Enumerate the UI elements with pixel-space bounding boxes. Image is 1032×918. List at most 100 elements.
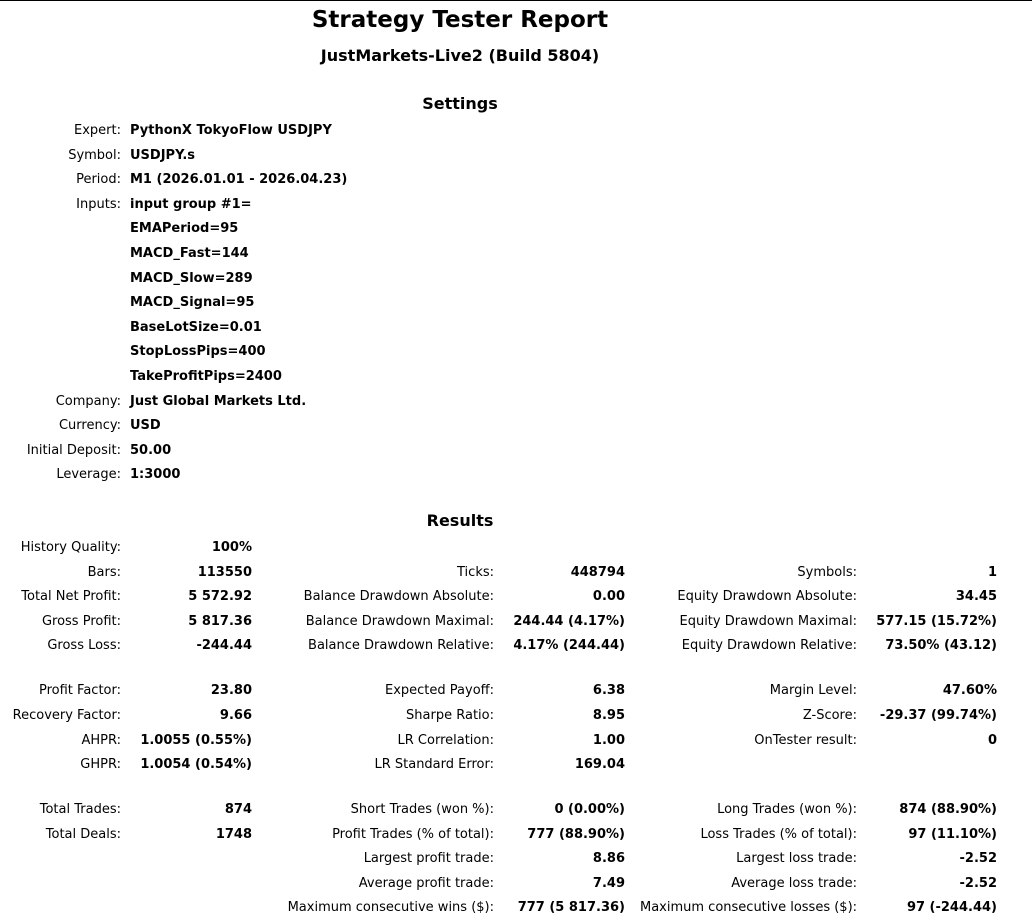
result-value: 97 (11.10%) xyxy=(908,827,997,842)
result-label: Ticks: xyxy=(457,565,494,580)
result-label: OnTester result: xyxy=(754,733,857,748)
result-label: Recovery Factor: xyxy=(12,708,121,723)
result-value: 874 xyxy=(224,802,252,817)
result-label: AHPR: xyxy=(81,733,121,748)
result-value: 0.00 xyxy=(592,589,625,604)
results-row: GHPR: 1.0054 (0.54%) LR Standard Error: 169… xyxy=(0,755,1010,775)
result-label: Profit Factor: xyxy=(39,683,121,698)
result-label: Equity Drawdown Maximal: xyxy=(679,614,857,629)
result-label: Largest loss trade: xyxy=(736,851,857,866)
results-row: Total Trades: 874 Short Trades (won %): 0 (… xyxy=(0,800,1010,820)
result-label: Expected Payoff: xyxy=(385,683,494,698)
results-row: Largest profit trade: 8.86 Largest loss tr… xyxy=(0,849,1010,869)
settings-row: StopLossPips=400 xyxy=(0,342,700,362)
settings-value: 1:3000 xyxy=(130,467,181,483)
result-label: Z-Score: xyxy=(802,708,857,723)
result-value: 7.49 xyxy=(592,876,625,891)
settings-label: Symbol: xyxy=(68,147,121,163)
result-value: 9.66 xyxy=(219,708,252,723)
result-label: Total Net Profit: xyxy=(21,589,121,604)
settings-value: USDJPY.s xyxy=(130,147,196,163)
settings-row: Symbol: USDJPY.s xyxy=(0,146,700,166)
results-row: AHPR: 1.0055 (0.55%) LR Correlation: 1.00 On… xyxy=(0,731,1010,751)
result-label: Equity Drawdown Relative: xyxy=(681,638,857,653)
settings-row: TakeProfitPips=2400 xyxy=(0,367,700,387)
result-value: 73.50% (43.12) xyxy=(885,638,997,653)
settings-heading: Settings xyxy=(422,94,498,113)
settings-row: MACD_Slow=289 xyxy=(0,269,700,289)
result-value: 1.0055 (0.55%) xyxy=(140,733,252,748)
results-row: Total Net Profit: 5 572.92 Balance Drawdow… xyxy=(0,587,1010,607)
result-value: 0 (0.00%) xyxy=(554,802,625,817)
result-value: 244.44 (4.17%) xyxy=(513,614,625,629)
result-label: Largest profit trade: xyxy=(363,851,494,866)
settings-label: Company: xyxy=(55,393,121,409)
result-value: 448794 xyxy=(570,565,625,580)
result-value: 6.38 xyxy=(592,683,625,698)
results-row: Gross Profit: 5 817.36 Balance Drawdown Ma… xyxy=(0,612,1010,632)
result-value: 874 (88.90%) xyxy=(899,802,997,817)
result-value: 0 xyxy=(987,733,997,748)
result-value: 1 xyxy=(987,565,997,580)
settings-row: Period: M1 (2026.01.01 - 2026.04.23) xyxy=(0,170,700,190)
results-row: Bars: 113550 Ticks: 448794 Symbols: 1 xyxy=(0,563,1010,583)
results-row: History Quality: 100% xyxy=(0,538,1010,558)
settings-value: Just Global Markets Ltd. xyxy=(130,393,307,409)
result-value: 8.86 xyxy=(592,851,625,866)
settings-row: Initial Deposit: 50.00 xyxy=(0,441,700,461)
settings-value: TakeProfitPips=2400 xyxy=(130,369,282,384)
settings-value: M1 (2026.01.01 - 2026.04.23) xyxy=(130,172,348,188)
results-heading: Results xyxy=(426,511,494,530)
result-label: Profit Trades (% of total): xyxy=(332,827,494,842)
result-label: Sharpe Ratio: xyxy=(406,708,494,723)
settings-label: Currency: xyxy=(58,418,121,434)
result-value: 169.04 xyxy=(574,757,625,772)
settings-label: Leverage: xyxy=(56,467,121,483)
result-value: 1.0054 (0.54%) xyxy=(140,757,252,772)
result-value: 113550 xyxy=(197,565,252,580)
result-label: Gross Profit: xyxy=(41,614,121,629)
result-value: -2.52 xyxy=(959,876,997,891)
result-value: 47.60% xyxy=(942,683,997,698)
settings-value: USD xyxy=(130,418,161,434)
result-value: 5 572.92 xyxy=(188,589,252,604)
settings-label: Expert: xyxy=(74,123,121,138)
result-label: Maximum consecutive wins ($): xyxy=(287,900,494,915)
settings-label: Period: xyxy=(76,172,121,188)
result-label: Average profit trade: xyxy=(358,876,494,891)
result-value: -244.44 xyxy=(196,638,252,653)
result-value: 1748 xyxy=(215,827,252,842)
settings-value: PythonX TokyoFlow USDJPY xyxy=(130,123,332,138)
result-value: -2.52 xyxy=(959,851,997,866)
result-value: 34.45 xyxy=(955,589,997,604)
result-value: 777 (5 817.36) xyxy=(517,900,625,915)
result-value: 5 817.36 xyxy=(188,614,252,629)
settings-value: MACD_Fast=144 xyxy=(130,246,249,261)
result-label: LR Standard Error: xyxy=(374,757,494,772)
results-row: Recovery Factor: 9.66 Sharpe Ratio: 8.95 Z-S… xyxy=(0,706,1010,726)
result-value: 8.95 xyxy=(592,708,625,723)
report-subtitle: JustMarkets-Live2 (Build 5804) xyxy=(320,46,600,65)
result-label: Balance Drawdown Absolute: xyxy=(303,589,494,604)
result-label: Gross Loss: xyxy=(47,638,121,653)
settings-row: Currency: USD xyxy=(0,416,700,436)
result-value: 23.80 xyxy=(210,683,252,698)
result-label: Maximum consecutive losses ($): xyxy=(640,900,858,915)
result-label: Total Trades: xyxy=(39,802,121,817)
result-label: Balance Drawdown Relative: xyxy=(308,638,494,653)
settings-row: EMAPeriod=95 xyxy=(0,219,700,239)
settings-value: 50.00 xyxy=(130,442,172,458)
result-label: Equity Drawdown Absolute: xyxy=(677,589,857,604)
settings-value: EMAPeriod=95 xyxy=(130,221,239,237)
results-row: Gross Loss: -244.44 Balance Drawdown Relat… xyxy=(0,636,1010,656)
report-title: Strategy Tester Report xyxy=(311,7,609,33)
result-label: Loss Trades (% of total): xyxy=(700,827,857,842)
result-label: Average loss trade: xyxy=(731,876,857,891)
settings-label: Initial Deposit: xyxy=(26,442,121,458)
result-label: Long Trades (won %): xyxy=(717,802,857,817)
result-value: 777 (88.90%) xyxy=(527,827,625,842)
results-row: Maximum consecutive wins ($): 777 (5 817.… xyxy=(0,898,1010,918)
result-label: Margin Level: xyxy=(769,683,857,698)
settings-row: Company: Just Global Markets Ltd. xyxy=(0,392,700,412)
result-value: 1.00 xyxy=(592,733,625,748)
